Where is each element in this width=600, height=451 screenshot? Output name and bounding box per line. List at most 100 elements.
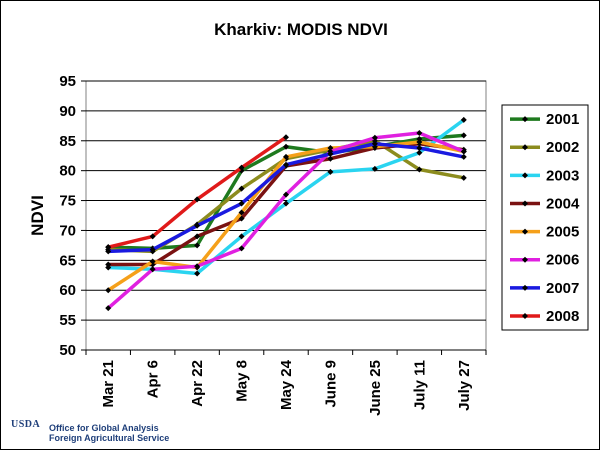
chart-title: Kharkiv: MODIS NDVI (214, 20, 388, 39)
data-point (105, 244, 112, 251)
data-point (194, 263, 201, 270)
legend-marker (522, 312, 528, 319)
legend-item-2002: 2002 (510, 139, 579, 156)
data-point (371, 134, 378, 141)
legend-marker (522, 284, 528, 291)
series-lines (105, 116, 467, 312)
legend-marker (522, 172, 528, 179)
legend-marker (522, 116, 528, 123)
x-tick-label: May 24 (278, 359, 295, 410)
legend-item-2008: 2008 (510, 308, 579, 325)
data-point (105, 248, 112, 255)
legend: 2001 2002 2003 2004 2005 2006 2007 2008 (501, 104, 589, 331)
data-point (238, 209, 245, 216)
legend-marker (522, 144, 528, 151)
data-point (194, 233, 201, 240)
legend-label: 2005 (546, 224, 579, 241)
legend-item-2005: 2005 (510, 224, 579, 241)
x-tick-label: Mar 21 (100, 360, 117, 408)
data-point (149, 233, 156, 240)
y-tick-label: 60 (59, 282, 76, 299)
y-axis-ticks: 50 55 60 65 70 75 80 85 90 95 (59, 73, 86, 359)
data-point (371, 165, 378, 172)
data-point (238, 233, 245, 240)
x-tick-label: July 27 (456, 360, 473, 411)
data-point (194, 270, 201, 277)
legend-item-2007: 2007 (510, 280, 579, 297)
data-point (194, 222, 201, 229)
data-point (460, 132, 467, 139)
x-tick-label: June 25 (367, 360, 384, 416)
x-tick-label: Apr 22 (189, 360, 206, 407)
data-point (283, 143, 289, 150)
legend-label: 2001 (546, 111, 579, 128)
y-tick-label: 95 (59, 73, 76, 90)
data-point (238, 245, 245, 252)
legend-item-2004: 2004 (510, 195, 580, 212)
legend-label: 2006 (546, 252, 579, 269)
legend-item-2001: 2001 (510, 111, 579, 128)
series-2007 (105, 140, 467, 255)
legend-marker (522, 228, 528, 235)
legend-item-2003: 2003 (510, 167, 579, 184)
legend-box (501, 104, 589, 331)
legend-label: 2004 (546, 195, 580, 212)
y-tick-label: 90 (59, 103, 76, 120)
y-tick-label: 80 (59, 163, 76, 180)
y-tick-label: 50 (59, 342, 76, 359)
data-point (238, 164, 245, 171)
y-tick-label: 55 (59, 312, 76, 329)
x-tick-label: June 9 (322, 360, 339, 408)
data-point (460, 116, 467, 123)
legend-item-2006: 2006 (510, 252, 579, 269)
legend-label: 2003 (546, 167, 579, 184)
data-point (149, 266, 156, 273)
data-point (283, 161, 289, 168)
footer-credit: Office for Global Analysis Foreign Agric… (49, 423, 169, 443)
x-axis-ticks: Mar 21 Apr 6 Apr 22 May 8 May 24 June 9 June 2… (85, 350, 487, 416)
data-point (416, 130, 423, 137)
data-point (416, 149, 423, 156)
legend-label: 2002 (546, 139, 579, 156)
data-point (460, 148, 467, 155)
y-tick-label: 65 (59, 252, 76, 269)
data-point (194, 242, 201, 249)
data-point (327, 150, 334, 157)
data-point (238, 185, 245, 192)
x-tick-label: Apr 6 (145, 360, 162, 398)
x-tick-label: July 11 (411, 360, 428, 410)
data-point (283, 134, 289, 141)
series-2003 (105, 116, 467, 277)
y-tick-label: 75 (59, 193, 76, 210)
legend-marker (522, 200, 528, 207)
data-point (327, 155, 334, 162)
data-point (105, 261, 112, 268)
data-point (416, 166, 423, 173)
data-point (416, 138, 423, 145)
footer-line-service: Foreign Agricultural Service (49, 433, 170, 443)
data-point (283, 191, 289, 198)
series-2008 (105, 134, 289, 251)
legend-marker (522, 256, 528, 263)
usda-logo: USDA (11, 419, 41, 430)
data-point (416, 144, 423, 151)
plot-area (85, 80, 487, 351)
y-tick-label: 85 (59, 133, 76, 150)
data-point (238, 200, 245, 207)
y-tick-label: 70 (59, 222, 76, 239)
data-point (105, 305, 112, 312)
data-point (149, 258, 156, 265)
data-point (283, 153, 289, 160)
data-point (194, 196, 201, 203)
data-point (105, 287, 112, 294)
data-point (283, 200, 289, 207)
data-point (460, 174, 467, 181)
data-point (460, 153, 467, 160)
data-point (149, 246, 156, 253)
data-point (371, 140, 378, 147)
x-tick-label: May 8 (234, 360, 251, 402)
data-point (327, 168, 334, 175)
legend-label: 2007 (546, 280, 579, 297)
